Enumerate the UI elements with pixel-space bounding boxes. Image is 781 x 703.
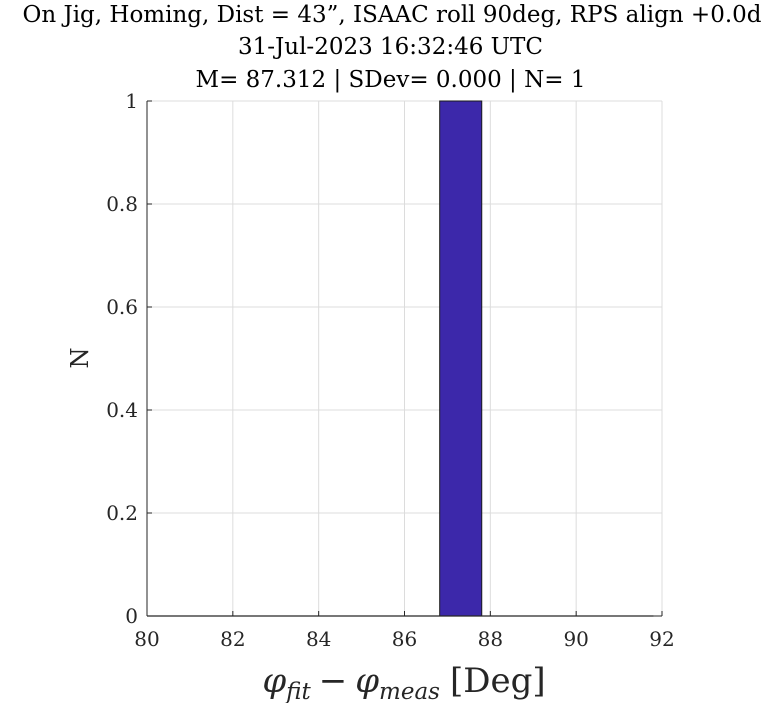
y-tick-label-5: 1: [125, 89, 138, 113]
y-tick-labels: 0 0.2 0.4 0.6 0.8 1: [106, 89, 138, 628]
y-tick-label-4: 0.8: [106, 192, 138, 216]
x-axis-label: φfit − φmeas [Deg]: [262, 661, 545, 703]
x-tick-label-4: 88: [478, 627, 503, 651]
axes: [146, 100, 663, 617]
x-tick-label-6: 92: [649, 627, 674, 651]
x-axis-label-sub-meas: meas: [379, 679, 440, 703]
x-tick-label-2: 84: [306, 627, 331, 651]
histogram-bar-0: [439, 100, 483, 617]
chart-title-line-1: On Jig, Homing, Dist = 43”, ISAAC roll 9…: [22, 2, 762, 28]
y-tick-label-3: 0.6: [106, 295, 138, 319]
grid-lines: [146, 100, 663, 617]
x-tick-label-3: 86: [392, 627, 417, 651]
y-tick-label-1: 0.2: [106, 501, 138, 525]
chart-title-line-3: M= 87.312 | SDev= 0.000 | N= 1: [195, 67, 586, 93]
y-tick-label-0: 0: [125, 604, 138, 628]
x-axis-label-minus: −: [319, 661, 348, 701]
x-axis-label-unit: [Deg]: [450, 661, 546, 701]
chart-title-line-2: 31-Jul-2023 16:32:46 UTC: [238, 34, 543, 60]
x-tick-labels: 80 82 84 86 88 90 92: [134, 627, 674, 651]
x-axis-label-sub-fit: fit: [284, 679, 311, 703]
histogram-bars: [439, 100, 483, 617]
x-tick-label-5: 90: [563, 627, 588, 651]
x-tick-label-1: 82: [220, 627, 245, 651]
x-axis-label-phi-2: φ: [355, 661, 379, 701]
y-axis-label: N: [66, 348, 94, 369]
x-axis-label-phi-1: φ: [262, 661, 286, 701]
y-tick-label-2: 0.4: [106, 398, 138, 422]
x-tick-label-0: 80: [134, 627, 159, 651]
